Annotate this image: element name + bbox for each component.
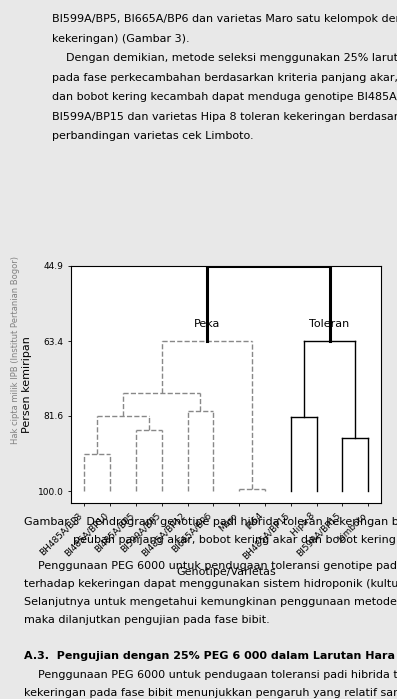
Text: A.3.  Pengujian dengan 25% PEG 6 000 dalam Larutan Hara pada Fase Bibit: A.3. Pengujian dengan 25% PEG 6 000 dala… <box>24 651 397 661</box>
Text: perbandingan varietas cek Limboto.: perbandingan varietas cek Limboto. <box>52 131 253 141</box>
Text: BI599A/BP15 dan varietas Hipa 8 toleran kekeringan berdasarkan: BI599A/BP15 dan varietas Hipa 8 toleran … <box>52 112 397 122</box>
Text: kekeringan pada fase bibit menunjukkan pengaruh yang relatif sama: kekeringan pada fase bibit menunjukkan p… <box>24 688 397 698</box>
Text: kekeringan) (Gambar 3).: kekeringan) (Gambar 3). <box>52 34 189 43</box>
Text: Penggunaan PEG 6000 untuk pendugaan toleransi padi hibrida terhadap: Penggunaan PEG 6000 untuk pendugaan tole… <box>24 670 397 679</box>
Text: dan bobot kering kecambah dapat menduga genotipe BI485A/BP15,: dan bobot kering kecambah dapat menduga … <box>52 92 397 102</box>
Text: maka dilanjutkan pengujian pada fase bibit.: maka dilanjutkan pengujian pada fase bib… <box>24 615 270 625</box>
Text: Toleran: Toleran <box>309 319 350 329</box>
Text: BI599A/BP5, BI665A/BP6 dan varietas Maro satu kelompok dengan IR64 (peka: BI599A/BP5, BI665A/BP6 dan varietas Maro… <box>52 14 397 24</box>
Text: Dengan demikian, metode seleksi menggunakan 25% larutan PEG 6000: Dengan demikian, metode seleksi mengguna… <box>52 53 397 63</box>
Text: peubah panjang akar, bobot kering akar dan bobot kering kecambah: peubah panjang akar, bobot kering akar d… <box>24 535 397 545</box>
Text: Hak cipta milik IPB (Institut Pertanian Bogor): Hak cipta milik IPB (Institut Pertanian … <box>12 256 20 443</box>
Y-axis label: Persen kemiripan: Persen kemiripan <box>22 336 33 433</box>
Text: Selanjutnya untuk mengetahui kemungkinan penggunaan metode tersebut: Selanjutnya untuk mengetahui kemungkinan… <box>24 597 397 607</box>
Text: Peka: Peka <box>194 319 220 329</box>
Text: terhadap kekeringan dapat menggunakan sistem hidroponik (kultur hara).: terhadap kekeringan dapat menggunakan si… <box>24 579 397 589</box>
Text: Penggunaan PEG 6000 untuk pendugaan toleransi genotipe padi hibrida: Penggunaan PEG 6000 untuk pendugaan tole… <box>24 561 397 570</box>
Text: Gambar 3  Dendrogram genotipe padi hibrida toleran kekeringan berdasarkan: Gambar 3 Dendrogram genotipe padi hibrid… <box>24 517 397 527</box>
X-axis label: Genotipe/Varietas: Genotipe/Varietas <box>176 567 276 577</box>
Text: pada fase perkecambahan berdasarkan kriteria panjang akar, bobot kering akar: pada fase perkecambahan berdasarkan krit… <box>52 73 397 82</box>
